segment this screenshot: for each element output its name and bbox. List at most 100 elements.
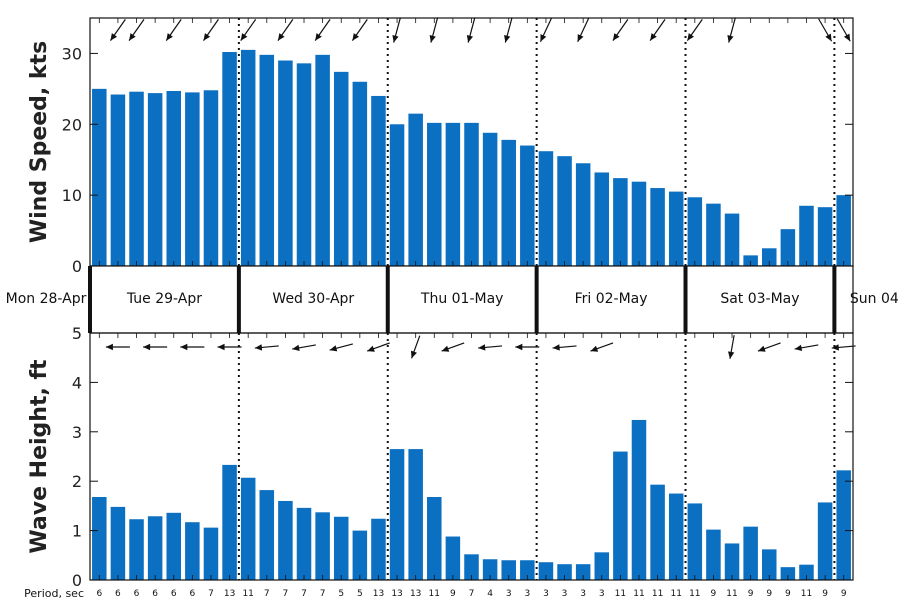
wave-direction-arrow [794,344,819,352]
wind-direction-arrow [836,18,851,42]
period-value: 6 [171,589,177,599]
day-label: Mon 28-Apr [6,291,87,307]
period-value: 3 [580,589,586,599]
wind-bar [166,90,182,267]
wind-bar [520,145,535,266]
wind-bar [687,197,703,266]
y-tick-label: 5 [72,324,82,343]
wave-direction-arrow [217,343,242,351]
arrow-head [105,343,113,351]
wave-bar [240,477,256,580]
arrow-head [410,350,417,359]
period-value: 7 [301,589,307,599]
day-label: Fri 02-May [575,291,648,307]
wave-bar [445,536,461,580]
wave-bar [129,519,144,580]
wind-direction-arrow [686,19,703,41]
wind-bar [761,248,777,266]
wind-bar [706,203,721,266]
wave-direction-arrow [366,342,390,352]
wind-bar [147,93,163,266]
arrow-head [552,344,560,351]
wave-bar [482,559,498,580]
wave-bar [520,560,535,580]
wave-y-axis-label: Wave Height, ft [27,359,52,554]
wave-bar [575,564,591,580]
wind-bar [799,205,814,266]
wave-direction-arrow [180,343,205,351]
period-value: 11 [689,589,700,599]
arrow-head [129,33,136,41]
arrow-head [254,344,263,351]
arrow-head [315,33,322,41]
wind-direction-arrow [128,19,145,41]
period-value: 13 [224,589,235,599]
arrow-head [843,33,851,42]
period-value: 9 [822,589,828,599]
wave-direction-arrow [441,342,465,352]
wind-bar [575,163,591,266]
wind-bar [668,191,684,266]
period-value: 6 [115,589,121,599]
wind-direction-arrow [351,19,368,41]
arrow-head [728,351,735,359]
arrow-head [650,33,657,41]
wave-direction-arrow [143,343,168,351]
period-value: 11 [670,589,681,599]
wave-bar [296,507,312,580]
y-tick-label: 4 [72,373,82,392]
wind-direction-arrow [277,19,294,41]
wind-direction-arrow [612,19,629,41]
y-tick-label: 2 [72,472,82,491]
period-value: 3 [562,589,568,599]
period-value: 9 [711,589,717,599]
y-tick-label: 30 [62,44,82,63]
wave-bar [538,562,554,580]
arrow-head [825,33,832,42]
wave-direction-arrow [552,344,577,351]
wave-bar [836,470,851,580]
period-value: 13 [410,589,421,599]
wave-bar [185,522,200,580]
wind-bar [259,54,275,266]
wind-direction-arrow [392,17,402,43]
wind-bar [817,207,833,266]
y-tick-label: 3 [72,423,82,442]
period-value: 7 [469,589,475,599]
wind-y-axis-label: Wind Speed, kts [27,41,52,243]
wave-bar [687,503,703,580]
day-label: Wed 30-Apr [272,291,354,307]
wind-direction-arrow [539,17,552,43]
wind-bar [631,181,647,266]
wave-height-panel: 0 1 2 3 4 5 Wave Height, ft [27,324,856,590]
wind-speed-panel: 0 10 20 30 Wind Speed, kts [27,17,854,276]
arrow-head [515,343,523,351]
wind-bar [203,90,219,266]
period-value: 9 [450,589,456,599]
wind-bar [389,124,405,267]
wave-direction-arrow [728,335,735,359]
wind-bar [724,213,740,266]
wind-direction-arrow [577,17,590,43]
period-value: 13 [391,589,402,599]
wind-bar [557,156,572,266]
wave-bar [110,506,126,580]
arrow-head [831,344,839,351]
wind-bar [780,229,796,266]
wave-bar [799,564,814,580]
wave-direction-arrow [590,342,614,352]
arrow-head [203,33,211,41]
wave-bar [92,497,107,580]
wave-direction-arrow [478,344,503,351]
wave-bar [166,512,182,580]
wind-direction-arrow [818,18,833,42]
period-value: 9 [841,589,847,599]
y-tick-label: 1 [72,522,82,541]
wave-bar [557,564,572,580]
period-value: 11 [801,589,812,599]
wave-direction-arrow [515,343,540,351]
period-value: 11 [633,589,644,599]
arrow-head [540,34,547,42]
wind-direction-arrow [240,19,257,41]
